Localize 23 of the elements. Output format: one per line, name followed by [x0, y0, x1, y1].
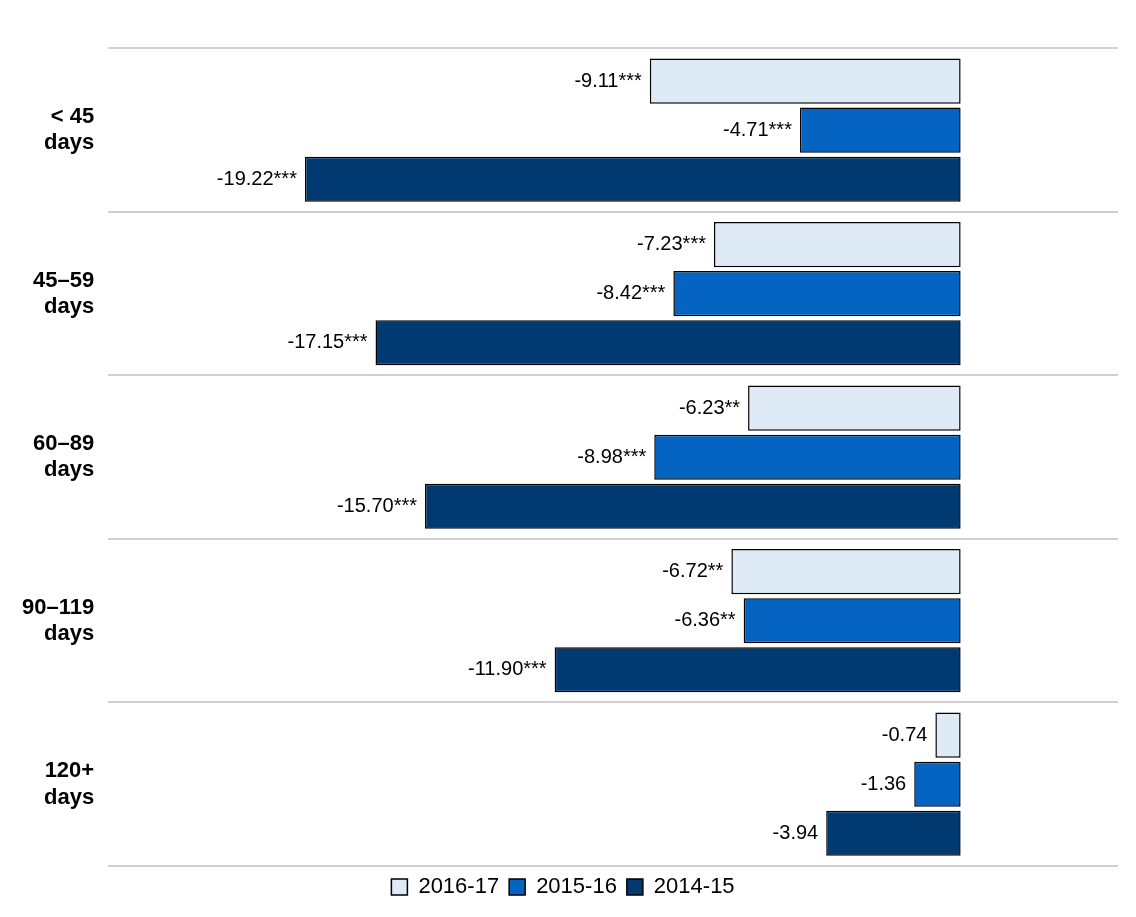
data-label: -15.70***	[336, 493, 418, 516]
y-tick-label: < 45 days	[44, 103, 95, 155]
y-tick-label: 45–59 days	[33, 266, 95, 318]
legend-label: 2014-15	[653, 873, 735, 899]
data-label: -9.11***	[574, 68, 643, 91]
data-label: -6.72**	[662, 559, 724, 582]
data-label: -8.42***	[596, 281, 666, 304]
data-label: -3.94	[772, 820, 819, 843]
data-label: -19.22***	[216, 166, 298, 189]
data-label: -8.98***	[577, 444, 647, 467]
y-tick-label: 90–119 days	[22, 593, 95, 645]
y-tick-label: 120+ days	[44, 757, 95, 809]
data-label: -0.74	[881, 722, 928, 745]
y-tick-label: 60–89 days	[33, 430, 95, 482]
data-label: -17.15***	[287, 330, 368, 353]
data-label: -1.36	[860, 771, 907, 794]
data-label: -4.71***	[723, 117, 793, 140]
data-label: -6.36**	[674, 608, 736, 631]
data-label: -11.90***	[468, 657, 547, 680]
legend-label: 2015-16	[536, 873, 617, 899]
data-label: -7.23***	[637, 232, 707, 255]
legend-label: 2016-17	[418, 873, 500, 899]
data-label: -6.23**	[678, 395, 741, 418]
